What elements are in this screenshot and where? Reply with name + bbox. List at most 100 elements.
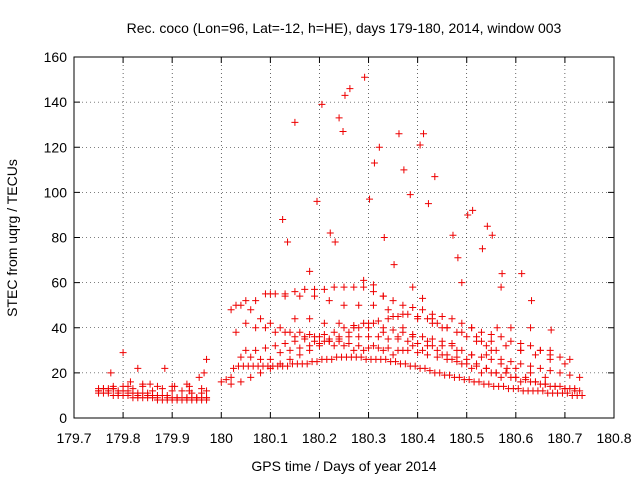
y-tick-label: 140 xyxy=(44,94,68,110)
data-point xyxy=(448,340,456,348)
data-point xyxy=(149,387,157,395)
data-point xyxy=(389,312,397,320)
data-point xyxy=(222,376,230,384)
data-point xyxy=(404,346,412,354)
data-point xyxy=(257,315,265,323)
data-point xyxy=(284,362,292,370)
data-point xyxy=(242,346,250,354)
data-point xyxy=(306,346,314,354)
x-tick-label: 180.5 xyxy=(449,430,484,446)
data-point xyxy=(487,346,495,354)
data-point xyxy=(475,378,483,386)
data-point xyxy=(375,143,383,151)
data-point xyxy=(271,342,279,350)
x-axis-title: GPS time / Days of year 2014 xyxy=(251,458,436,474)
data-point xyxy=(483,222,491,230)
data-point xyxy=(379,292,387,300)
x-tick-label: 179.8 xyxy=(106,430,141,446)
data-point xyxy=(556,353,564,361)
data-point xyxy=(357,353,365,361)
data-point xyxy=(341,91,349,99)
data-point xyxy=(468,351,476,359)
x-tick-label: 180.8 xyxy=(596,430,631,446)
data-point xyxy=(374,317,382,325)
data-point xyxy=(335,333,343,341)
data-point xyxy=(512,373,520,381)
data-point xyxy=(419,333,427,341)
data-point xyxy=(409,333,417,341)
data-point xyxy=(380,234,388,241)
data-point xyxy=(276,360,284,368)
data-point xyxy=(465,376,473,384)
chart-title: Rec. coco (Lon=96, Lat=-12, h=HE), days … xyxy=(127,20,562,36)
data-point xyxy=(291,288,299,296)
data-point xyxy=(369,342,377,350)
data-point xyxy=(414,340,422,348)
data-point xyxy=(360,283,368,291)
y-tick-label: 40 xyxy=(51,320,67,336)
data-point xyxy=(492,369,500,377)
data-point xyxy=(374,344,382,352)
data-point xyxy=(556,369,564,377)
data-point xyxy=(365,333,373,341)
data-point xyxy=(369,288,377,296)
data-point xyxy=(518,270,526,278)
data-point xyxy=(517,346,525,354)
data-point xyxy=(409,283,417,291)
data-point xyxy=(468,324,476,332)
data-point xyxy=(242,297,250,305)
data-point xyxy=(458,279,466,287)
data-point xyxy=(320,285,328,293)
x-tick-label: 180.3 xyxy=(351,430,386,446)
data-point xyxy=(330,342,338,350)
data-point xyxy=(551,382,559,390)
data-point xyxy=(114,389,122,397)
data-point xyxy=(384,306,392,314)
data-point xyxy=(384,315,392,323)
data-point xyxy=(291,333,299,341)
data-point xyxy=(453,358,461,366)
data-point xyxy=(527,342,535,350)
data-point xyxy=(469,206,477,214)
data-point xyxy=(306,315,314,323)
data-point xyxy=(536,364,544,372)
x-tick-label: 180.4 xyxy=(400,430,435,446)
data-point xyxy=(257,369,265,377)
data-point xyxy=(477,328,485,336)
data-point xyxy=(498,270,506,278)
data-point xyxy=(247,373,255,381)
data-point xyxy=(237,353,245,361)
data-point xyxy=(252,324,260,332)
data-point xyxy=(311,337,319,345)
data-point xyxy=(242,319,250,327)
data-point xyxy=(394,346,402,354)
data-point xyxy=(502,342,510,350)
data-point xyxy=(340,283,348,291)
data-point xyxy=(107,369,115,377)
data-point xyxy=(279,215,287,223)
x-tick-label: 180.2 xyxy=(302,430,337,446)
data-point xyxy=(468,364,476,372)
data-point xyxy=(399,301,407,309)
data-point xyxy=(276,324,284,332)
data-point xyxy=(340,324,348,332)
x-tick-label: 180.7 xyxy=(547,430,582,446)
y-tick-label: 60 xyxy=(51,275,67,291)
data-point xyxy=(379,328,387,336)
data-point xyxy=(404,310,412,318)
data-point xyxy=(497,283,505,291)
data-point xyxy=(389,326,397,334)
data-point xyxy=(369,301,377,309)
data-point xyxy=(561,360,569,368)
data-point xyxy=(95,387,103,395)
data-point xyxy=(366,195,374,203)
data-point xyxy=(119,349,127,357)
data-point xyxy=(217,378,225,386)
y-tick-label: 160 xyxy=(44,49,68,65)
data-point xyxy=(409,342,417,350)
data-point xyxy=(561,385,569,393)
data-point xyxy=(328,355,336,363)
data-point xyxy=(203,394,211,402)
data-point xyxy=(266,355,274,363)
